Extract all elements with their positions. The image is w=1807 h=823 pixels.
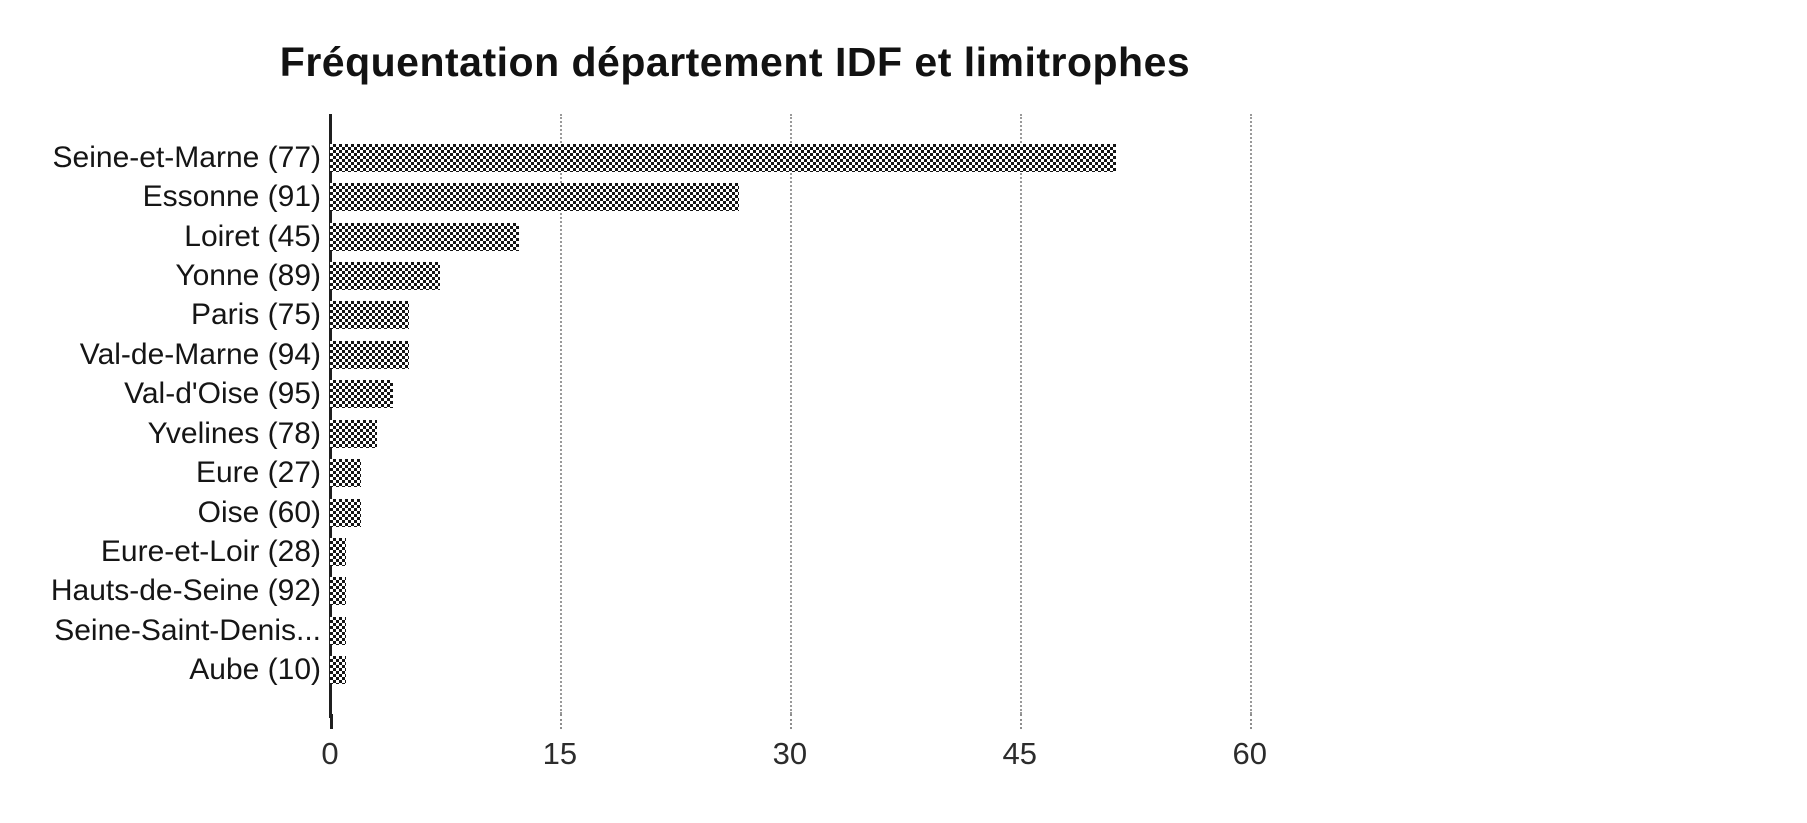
bar-track [330, 577, 1430, 606]
bar-track [330, 419, 1430, 448]
chart-body: Seine-et-Marne (77) Essonne (91) Loiret (4… [40, 114, 1430, 786]
gridline [1019, 114, 1022, 714]
category-label: Aube (10) [189, 653, 321, 687]
grid-layer [329, 114, 1403, 718]
chart-row: Oise (60) [40, 493, 1430, 532]
chart-row: Loiret (45) [40, 217, 1430, 256]
x-tick-label: 45 [1002, 736, 1038, 771]
chart-row: Eure (27) [40, 453, 1430, 492]
category-label: Yvelines (78) [147, 416, 321, 450]
category-label: Essonne (91) [142, 180, 321, 214]
bar [330, 261, 440, 290]
bar-rows: Seine-et-Marne (77) Essonne (91) Loiret (4… [40, 114, 1430, 690]
bar-track [330, 340, 1430, 369]
bar-track [330, 143, 1430, 172]
chart-row: Seine-et-Marne (77) [40, 138, 1430, 177]
category-label: Val-de-Marne (94) [79, 337, 321, 371]
bar [330, 498, 362, 527]
bar [330, 143, 1116, 172]
chart-row: Hauts-de-Seine (92) [40, 572, 1430, 611]
x-axis: 0 15 30 45 60 [321, 714, 1403, 786]
x-tick-mark [789, 714, 792, 729]
bar [330, 222, 519, 251]
chart-row: Seine-Saint-Denis... [40, 611, 1430, 650]
bar-track [330, 222, 1430, 251]
category-label: Seine-Saint-Denis... [54, 613, 321, 647]
bar-track [330, 459, 1430, 488]
bar [330, 577, 346, 606]
y-axis-line [329, 114, 332, 718]
plot-region: Seine-et-Marne (77) Essonne (91) Loiret (4… [40, 114, 1430, 718]
chart-row: Yonne (89) [40, 256, 1430, 295]
bar [330, 656, 346, 685]
bar-track [330, 498, 1430, 527]
bar [330, 301, 409, 330]
bar [330, 537, 346, 566]
category-label: Yonne (89) [175, 258, 321, 292]
x-tick-label: 15 [542, 736, 578, 771]
chart-row: Val-de-Marne (94) [40, 335, 1430, 374]
category-label: Val-d'Oise (95) [124, 377, 321, 411]
chart-title: Fréquentation département IDF et limitro… [279, 39, 1191, 85]
chart-row: Yvelines (78) [40, 414, 1430, 453]
bar-track [330, 183, 1430, 212]
category-label: Seine-et-Marne (77) [52, 140, 321, 174]
chart-row: Val-d'Oise (95) [40, 375, 1430, 414]
x-tick-label: 30 [772, 736, 808, 771]
gridline [789, 114, 792, 714]
bar [330, 183, 739, 212]
bar [330, 340, 409, 369]
chart-row: Aube (10) [40, 650, 1430, 689]
category-label: Oise (60) [197, 495, 321, 529]
category-label: Eure (27) [195, 456, 321, 490]
bar-track [330, 656, 1430, 685]
x-tick-mark [1019, 714, 1022, 729]
x-tick-label: 0 [321, 736, 339, 771]
bar-track [330, 261, 1430, 290]
x-tick-mark [330, 714, 333, 729]
bar [330, 419, 378, 448]
bar-track [330, 616, 1430, 645]
category-label: Paris (75) [190, 298, 321, 332]
category-label: Hauts-de-Seine (92) [50, 574, 321, 608]
gridline [1249, 114, 1252, 714]
gridline [559, 114, 562, 714]
chart-row: Paris (75) [40, 296, 1430, 335]
chart-row: Eure-et-Loir (28) [40, 532, 1430, 571]
category-label: Eure-et-Loir (28) [100, 534, 321, 568]
x-tick-label: 60 [1232, 736, 1267, 771]
bar [330, 459, 362, 488]
x-tick-mark [559, 714, 562, 729]
bar [330, 380, 393, 409]
bar [330, 616, 346, 645]
category-label: Loiret (45) [184, 219, 321, 253]
chart-row: Essonne (91) [40, 177, 1430, 216]
frequentation-bar-chart: Fréquentation département IDF et limitro… [40, 36, 1430, 786]
bar-track [330, 537, 1430, 566]
bar-track [330, 380, 1430, 409]
bar-track [330, 301, 1430, 330]
x-tick-mark [1249, 714, 1252, 729]
